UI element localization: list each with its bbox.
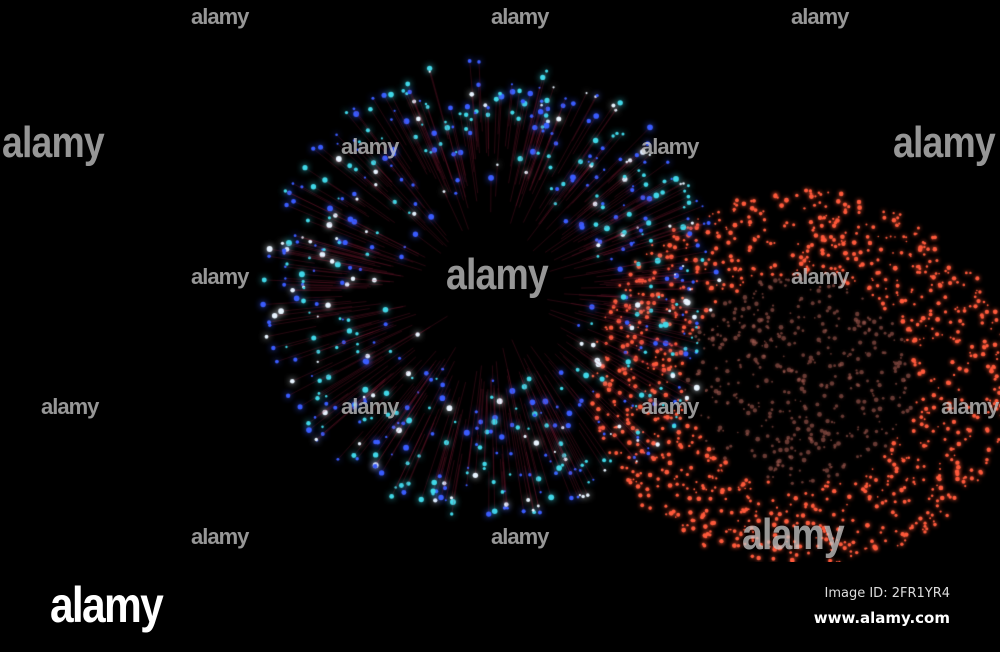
watermark: alamy	[893, 118, 996, 167]
watermark: alamy	[341, 134, 399, 159]
website-link[interactable]: www.alamy.com	[813, 609, 950, 627]
footer-bar: alamy Image ID: 2FR1YR4 www.alamy.com	[0, 562, 1000, 652]
watermark: alamy	[742, 510, 845, 559]
alamy-logo: alamy	[50, 577, 164, 633]
watermark: alamy	[191, 4, 249, 29]
watermark: alamy	[446, 250, 549, 299]
watermark: alamy	[941, 394, 999, 419]
watermark: alamy	[491, 4, 549, 29]
watermark: alamy	[791, 264, 849, 289]
watermark: alamy	[641, 134, 699, 159]
watermark: alamy	[2, 118, 105, 167]
watermark: alamy	[191, 524, 249, 549]
watermark: alamy	[191, 264, 249, 289]
image-id: Image ID: 2FR1YR4	[824, 586, 951, 601]
watermark: alamy	[791, 4, 849, 29]
watermark: alamy	[491, 524, 549, 549]
fireworks-photo	[0, 0, 1000, 562]
watermark: alamy	[341, 394, 399, 419]
watermark: alamy	[41, 394, 99, 419]
watermark: alamy	[641, 394, 699, 419]
